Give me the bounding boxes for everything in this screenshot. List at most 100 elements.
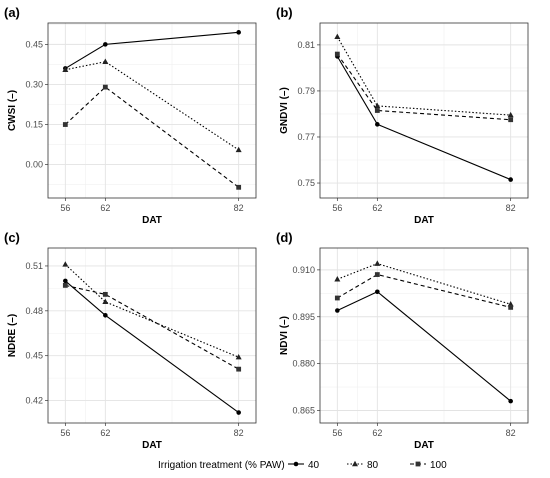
y-tick-label: 0.75: [297, 178, 315, 188]
legend-label-100: 100: [430, 460, 447, 471]
x-tick-label: 62: [100, 428, 110, 438]
x-axis-title: DAT: [414, 215, 434, 226]
data-point-80: [102, 298, 109, 305]
data-point-40: [508, 398, 513, 404]
series-line-100: [336, 53, 511, 121]
panel-label: (c): [4, 230, 20, 245]
series-line-100: [337, 273, 511, 308]
data-point-40: [375, 122, 380, 127]
data-point-80: [374, 102, 381, 109]
data-point-40: [63, 278, 68, 284]
panel-border: [319, 22, 529, 199]
y-tick-label: 0.45: [25, 351, 43, 361]
data-point-40: [508, 177, 513, 182]
legend-key-marker-40: [293, 461, 299, 467]
series-line-80: [65, 61, 239, 151]
y-tick-label: 0.30: [25, 79, 43, 89]
data-point-40: [236, 410, 241, 415]
data-point-100: [62, 122, 68, 127]
data-point-100: [62, 282, 68, 288]
y-tick-label: 0.51: [25, 261, 43, 271]
data-point-100: [334, 51, 340, 57]
data-point-80: [235, 353, 242, 360]
data-point-80: [374, 260, 381, 266]
data-point-80: [334, 276, 341, 282]
legend-key-marker-80: [352, 460, 358, 467]
x-tick-label: 62: [372, 428, 382, 438]
data-point-100: [102, 291, 108, 297]
plot-area: [320, 23, 528, 198]
y-tick-label: 0.77: [297, 132, 315, 142]
panel-border: [47, 247, 257, 424]
x-tick-label: 82: [506, 428, 516, 438]
x-tick-label: 56: [332, 428, 342, 438]
y-tick-label: 0.880: [292, 359, 315, 369]
x-tick-label: 82: [506, 203, 516, 213]
x-axis-title: DAT: [142, 440, 162, 451]
panel-border: [47, 22, 257, 199]
data-point-40: [236, 30, 241, 35]
panel-label: (d): [276, 230, 293, 245]
x-tick-label: 56: [60, 428, 70, 438]
y-axis-title: NDRE (–): [7, 314, 18, 357]
data-point-80: [507, 111, 514, 118]
legend-key-marker-100: [415, 461, 421, 467]
data-point-100: [508, 117, 514, 123]
legend-label-40: 40: [308, 460, 320, 471]
panel-a: 56 62 82 0.00 0.15 0.30 0.45 DAT CWSI (–) (a): [4, 5, 257, 226]
plot-area: [48, 23, 256, 198]
data-point-80: [334, 33, 341, 40]
panel-b: 56 62 82 0.75 0.77 0.79 0.81 DAT GNDVI (–) (b): [276, 5, 529, 226]
y-tick-label: 0.865: [292, 406, 315, 416]
panel-label: (a): [4, 5, 20, 20]
x-tick-label: 62: [372, 203, 382, 213]
y-tick-label: 0.910: [292, 265, 315, 275]
data-point-40: [375, 289, 380, 295]
legend: Irrigation treatment (% PAW) 40 80 100: [158, 460, 447, 471]
x-axis-title: DAT: [142, 215, 162, 226]
plot-area: [320, 248, 528, 423]
panel-border: [319, 247, 529, 424]
y-tick-label: 0.45: [25, 39, 43, 49]
y-tick-label: 0.15: [25, 120, 43, 130]
data-point-100: [374, 272, 380, 277]
y-tick-label: 0.895: [292, 312, 315, 322]
series-line-100: [65, 284, 239, 370]
data-point-40: [103, 313, 108, 318]
x-tick-label: 56: [60, 203, 70, 213]
y-tick-label: 0.42: [25, 396, 43, 406]
x-tick-label: 82: [234, 203, 244, 213]
data-point-100: [508, 304, 514, 310]
legend-label-80: 80: [367, 460, 379, 471]
x-tick-label: 82: [234, 428, 244, 438]
data-point-80: [102, 58, 109, 64]
series-line-80: [336, 36, 511, 116]
y-axis-title: CWSI (–): [7, 90, 18, 131]
data-point-40: [103, 42, 108, 47]
data-point-80: [235, 146, 242, 153]
data-point-100: [102, 84, 108, 90]
data-point-100: [236, 366, 242, 372]
y-axis-title: NDVI (–): [279, 316, 290, 355]
x-tick-label: 62: [100, 203, 110, 213]
y-axis-title: GNDVI (–): [279, 87, 290, 134]
panel-label: (b): [276, 5, 293, 20]
y-tick-label: 0.48: [25, 306, 43, 316]
data-point-100: [374, 108, 380, 113]
data-point-100: [334, 295, 340, 301]
panel-c: 56 62 82 0.42 0.45 0.48 0.51 DAT NDRE (–) (c): [4, 230, 257, 451]
y-tick-label: 0.81: [297, 40, 315, 50]
data-point-80: [62, 66, 69, 72]
legend-title: Irrigation treatment (% PAW): [158, 460, 285, 471]
x-axis-title: DAT: [414, 440, 434, 451]
y-tick-label: 0.79: [297, 86, 315, 96]
plot-area: [48, 248, 256, 423]
data-point-80: [62, 261, 69, 267]
x-tick-label: 56: [332, 203, 342, 213]
panel-d: 56 62 82 0.865 0.880 0.895 0.910 DAT NDVI (–) (d): [276, 230, 529, 451]
series-line-80: [64, 264, 239, 358]
y-tick-label: 0.00: [25, 160, 43, 170]
data-point-40: [335, 308, 340, 313]
data-point-100: [236, 184, 242, 190]
